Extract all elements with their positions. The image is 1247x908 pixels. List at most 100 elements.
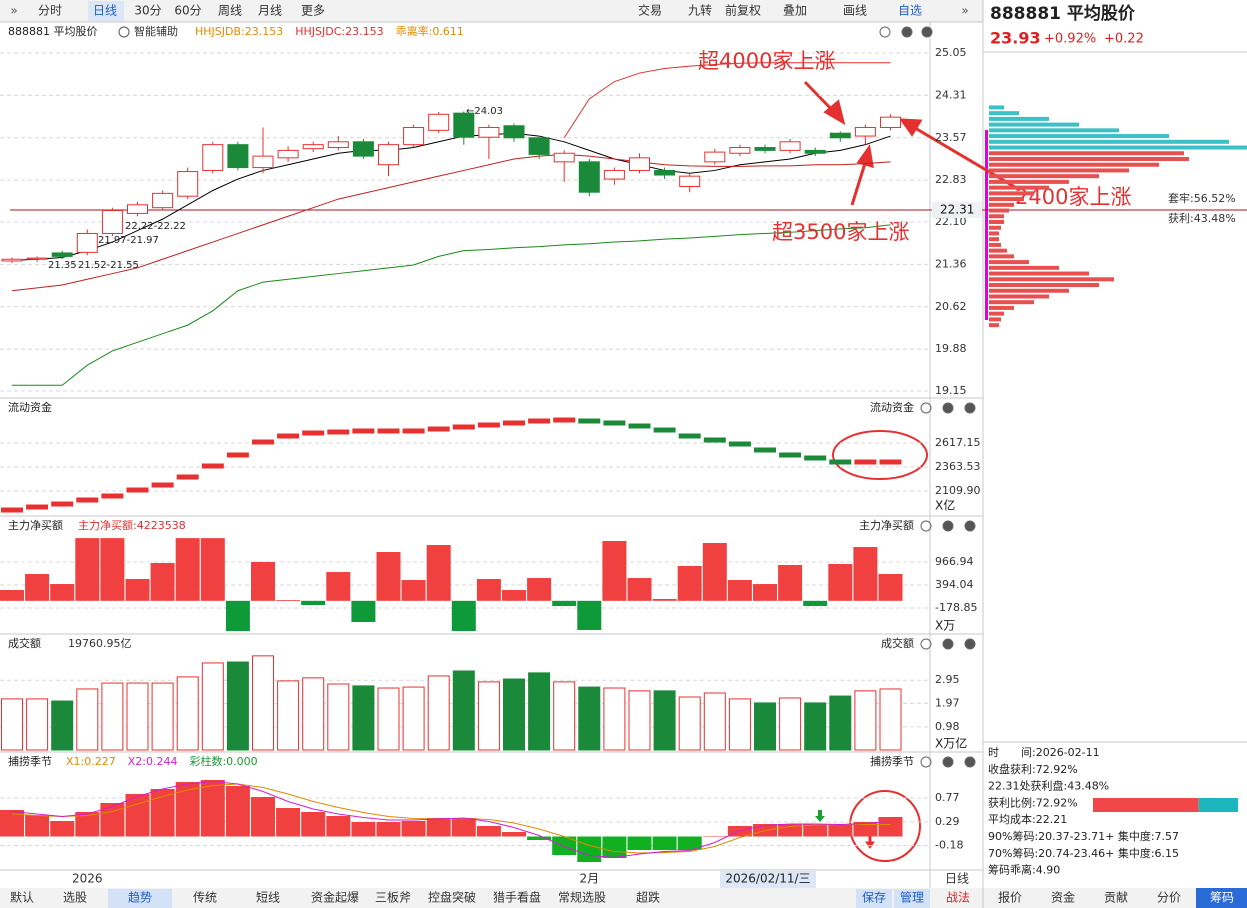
- toolbar-button[interactable]: 月线: [258, 4, 282, 18]
- bottom-tab[interactable]: 战法: [946, 891, 970, 905]
- panel-icon[interactable]: [942, 402, 954, 414]
- flow-dash: [879, 459, 902, 465]
- side-tab[interactable]: 分价: [1157, 891, 1181, 905]
- panel-icon[interactable]: [964, 402, 976, 414]
- panel-icon[interactable]: [942, 638, 954, 650]
- range-indicator: [985, 130, 988, 320]
- collapse-icon[interactable]: »: [10, 4, 17, 18]
- bar: [476, 826, 501, 837]
- toolbar-button[interactable]: 画线: [843, 4, 867, 18]
- toolbar-button[interactable]: 60分: [174, 4, 201, 18]
- collapse-icon[interactable]: »: [961, 4, 968, 18]
- bar: [727, 580, 752, 601]
- bottom-tab[interactable]: 默认: [10, 890, 34, 905]
- bar: [502, 832, 526, 837]
- assist-icon[interactable]: [118, 26, 130, 38]
- y-tick-label: 21.36: [935, 257, 967, 270]
- chip-bar: [989, 283, 1099, 288]
- bar: [326, 572, 351, 601]
- chip-bar: [989, 111, 1019, 116]
- bottom-tab[interactable]: 保存: [862, 891, 886, 905]
- panel-title-right: 主力净买额: [859, 518, 914, 532]
- bar: [502, 590, 526, 601]
- toolbar-button[interactable]: 分时: [38, 4, 62, 18]
- panel-icon[interactable]: [964, 638, 976, 650]
- bottom-tab[interactable]: 超跌: [636, 890, 660, 905]
- bottom-tab[interactable]: 短线: [256, 891, 280, 905]
- chip-bar: [989, 134, 1169, 139]
- unit-label: X万亿: [935, 736, 967, 751]
- y-tick-label: 24.31: [935, 88, 967, 101]
- arrow: [850, 159, 868, 206]
- flow-dash: [327, 429, 350, 435]
- side-tab[interactable]: 报价: [998, 890, 1022, 905]
- panel-icon[interactable]: [920, 520, 932, 532]
- chip-bar: [989, 277, 1114, 282]
- annotation: 超4000家上涨: [698, 49, 835, 73]
- bar: [301, 812, 326, 837]
- chip-bar: [989, 151, 1184, 156]
- flow-dash: [703, 437, 726, 443]
- toolbar-button[interactable]: 叠加: [783, 4, 807, 18]
- chip-bar: [989, 185, 1049, 190]
- settings-icon[interactable]: [879, 26, 891, 38]
- bottom-tab[interactable]: 控盘突破: [428, 890, 476, 905]
- panel-icon[interactable]: [920, 402, 932, 414]
- y-tick-label: 22.83: [935, 173, 967, 186]
- bottom-tab[interactable]: 选股: [63, 891, 87, 905]
- candle-body: [880, 116, 901, 128]
- flow-dash: [126, 487, 149, 493]
- bottom-tab[interactable]: 管理: [900, 890, 924, 905]
- bar: [451, 818, 476, 837]
- bar: [376, 552, 401, 601]
- info-line: 90%筹码:20.37-23.71+ 集中度:7.57: [988, 829, 1179, 843]
- panel-icon[interactable]: [964, 756, 976, 768]
- toolbar-button[interactable]: 自选: [898, 4, 922, 18]
- candle-body: [629, 157, 650, 171]
- volume-bar: [829, 695, 852, 751]
- panel-icon[interactable]: [920, 638, 932, 650]
- bottom-tab[interactable]: 常规选股: [558, 890, 606, 905]
- x-tick-label: 2月: [579, 872, 599, 886]
- toolbar-button[interactable]: 交易: [638, 3, 662, 18]
- chip-bar: [989, 168, 1129, 173]
- panel-title: 主力净买额: [8, 518, 63, 532]
- bar: [351, 600, 376, 623]
- arrow-head: [823, 99, 846, 126]
- bottom-tab[interactable]: 传统: [193, 890, 217, 905]
- bottom-tab[interactable]: 猎手看盘: [493, 890, 541, 905]
- toolbar-button[interactable]: 周线: [218, 4, 242, 18]
- candle-body: [352, 141, 374, 157]
- panel-icon[interactable]: [920, 756, 932, 768]
- annotation: 21.97-21.97: [98, 235, 159, 246]
- panel-icon[interactable]: [942, 520, 954, 532]
- bottom-tab[interactable]: 资金起爆: [311, 890, 359, 905]
- toolbar-button[interactable]: 九转: [688, 3, 712, 18]
- panel-title: 成交额: [8, 636, 41, 650]
- bar: [803, 824, 828, 837]
- flow-dash: [452, 424, 475, 430]
- bar: [200, 538, 225, 601]
- side-tab[interactable]: 筹码: [1210, 891, 1234, 905]
- panel-icon[interactable]: [901, 26, 913, 38]
- candle-body: [503, 125, 525, 139]
- panel-icon[interactable]: [921, 26, 933, 38]
- candle-body: [327, 141, 349, 149]
- toolbar-button[interactable]: 日线: [93, 4, 117, 18]
- chip-bar: [989, 265, 1059, 270]
- panel-icon[interactable]: [964, 520, 976, 532]
- info-line: 获利比例:72.92%: [988, 795, 1078, 809]
- chip-bar: [989, 294, 1049, 299]
- side-tab[interactable]: 资金: [1051, 890, 1075, 905]
- flow-dash: [503, 420, 525, 426]
- bottom-tab[interactable]: 趋势: [128, 891, 152, 905]
- toolbar-button[interactable]: 前复权: [725, 3, 761, 18]
- side-tab[interactable]: 贡献: [1104, 890, 1128, 905]
- flow-dash: [754, 447, 776, 453]
- bottom-tab[interactable]: 三板斧: [375, 891, 411, 905]
- toolbar-button[interactable]: 30分: [134, 4, 161, 18]
- volume-bar: [427, 675, 450, 751]
- toolbar-button[interactable]: 更多: [301, 4, 325, 18]
- panel-icon[interactable]: [942, 756, 954, 768]
- flow-dash: [728, 441, 751, 447]
